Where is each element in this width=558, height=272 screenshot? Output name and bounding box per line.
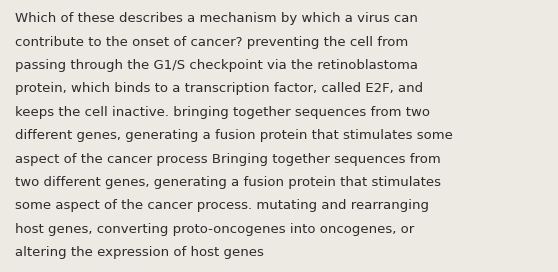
Text: Which of these describes a mechanism by which a virus can: Which of these describes a mechanism by …: [15, 12, 418, 25]
Text: two different genes, generating a fusion protein that stimulates: two different genes, generating a fusion…: [15, 176, 441, 189]
Text: aspect of the cancer process Bringing together sequences from: aspect of the cancer process Bringing to…: [15, 153, 441, 166]
Text: protein, which binds to a transcription factor, called E2F, and: protein, which binds to a transcription …: [15, 82, 423, 95]
Text: different genes, generating a fusion protein that stimulates some: different genes, generating a fusion pro…: [15, 129, 453, 142]
Text: keeps the cell inactive. bringing together sequences from two: keeps the cell inactive. bringing togeth…: [15, 106, 430, 119]
Text: contribute to the onset of cancer? preventing the cell from: contribute to the onset of cancer? preve…: [15, 36, 408, 49]
Text: altering the expression of host genes: altering the expression of host genes: [15, 246, 264, 259]
Text: host genes, converting proto-oncogenes into oncogenes, or: host genes, converting proto-oncogenes i…: [15, 223, 415, 236]
Text: passing through the G1/S checkpoint via the retinoblastoma: passing through the G1/S checkpoint via …: [15, 59, 418, 72]
Text: some aspect of the cancer process. mutating and rearranging: some aspect of the cancer process. mutat…: [15, 199, 429, 212]
